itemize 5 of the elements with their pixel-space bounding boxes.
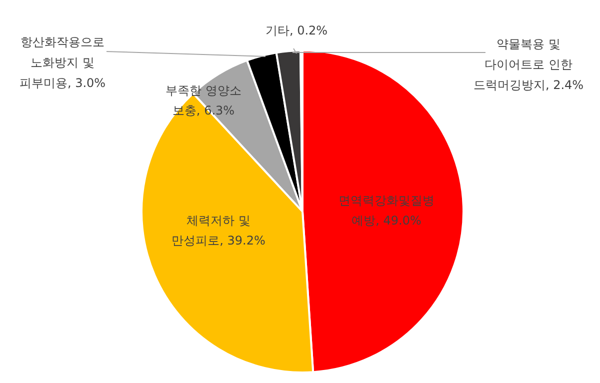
- slice-label: 항산화작용으로 노화방지 및 피부미용, 3.0%: [19, 35, 106, 90]
- slice-label: 체력저하 및 만성피로, 39.2%: [172, 213, 266, 248]
- slice-label: 면역력강화및질병 예방, 49.0%: [338, 193, 434, 228]
- slice-label: 약물복용 및 다이어트로 인한 드럭머깅방지, 2.4%: [473, 37, 584, 92]
- slice-label: 기타, 0.2%: [265, 24, 328, 38]
